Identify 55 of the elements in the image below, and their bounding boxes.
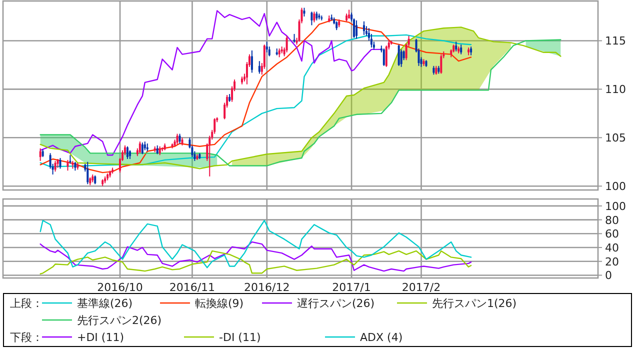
legend-label: 遅行スパン(26) — [297, 297, 375, 310]
legend-label: -DI (11) — [219, 331, 261, 344]
candlestick — [398, 44, 400, 66]
candlestick — [455, 41, 458, 52]
legend-label: ADX (4) — [360, 331, 403, 344]
candlestick — [365, 26, 368, 36]
legend-label: 基準線(26) — [77, 297, 133, 310]
candlestick — [400, 48, 402, 68]
legend-label: 先行スパン2(26) — [77, 314, 162, 327]
candlestick — [258, 60, 260, 74]
y-tick-label: 100 — [605, 200, 626, 213]
candlestick — [382, 48, 385, 66]
candlestick — [39, 148, 42, 162]
candlestick — [69, 154, 72, 164]
y-tick-label: 40 — [605, 242, 619, 255]
candlestick — [141, 142, 144, 155]
candlestick — [313, 11, 316, 23]
line-series — [40, 220, 472, 268]
candlestick — [54, 160, 56, 172]
candlestick — [460, 44, 462, 55]
legend-title: 上段： — [10, 297, 43, 310]
candlestick — [356, 20, 358, 40]
legend-label: 転換線(9) — [195, 297, 244, 310]
y-tick-label: 60 — [605, 228, 619, 241]
candlestick — [440, 54, 442, 74]
candlestick — [178, 133, 181, 144]
y-tick-label: 115 — [605, 34, 626, 48]
x-tick-label: 2016/11 — [169, 281, 216, 294]
legend-title: 下段： — [10, 331, 43, 344]
legend-label: +DI (11) — [77, 331, 124, 344]
x-tick-label: 2016/12 — [244, 281, 290, 294]
legend-label: 先行スパン1(26) — [432, 297, 517, 310]
line-series — [40, 241, 472, 272]
line-series — [40, 10, 382, 156]
candlestick — [86, 161, 89, 185]
candlestick — [66, 159, 69, 172]
candlestick — [362, 20, 365, 36]
y-tick-label: 100 — [605, 180, 626, 194]
candlestick — [138, 141, 141, 154]
candlestick — [126, 146, 128, 160]
x-tick-label: 2017/1 — [332, 281, 371, 294]
candlestick — [250, 50, 253, 74]
x-tick-label: 2017/2 — [402, 281, 441, 294]
x-tick-label: 2016/10 — [97, 281, 143, 294]
y-tick-label: 110 — [605, 83, 626, 96]
y-tick-label: 105 — [605, 132, 626, 145]
candlestick — [59, 158, 62, 170]
candlestick — [176, 133, 178, 145]
candlestick — [266, 41, 268, 53]
line-series — [40, 250, 472, 274]
y-tick-label: 20 — [605, 255, 619, 268]
candlestick — [310, 11, 313, 26]
candlestick — [286, 35, 288, 53]
y-tick-label: 0 — [605, 269, 612, 282]
y-tick-label: 80 — [605, 214, 619, 227]
